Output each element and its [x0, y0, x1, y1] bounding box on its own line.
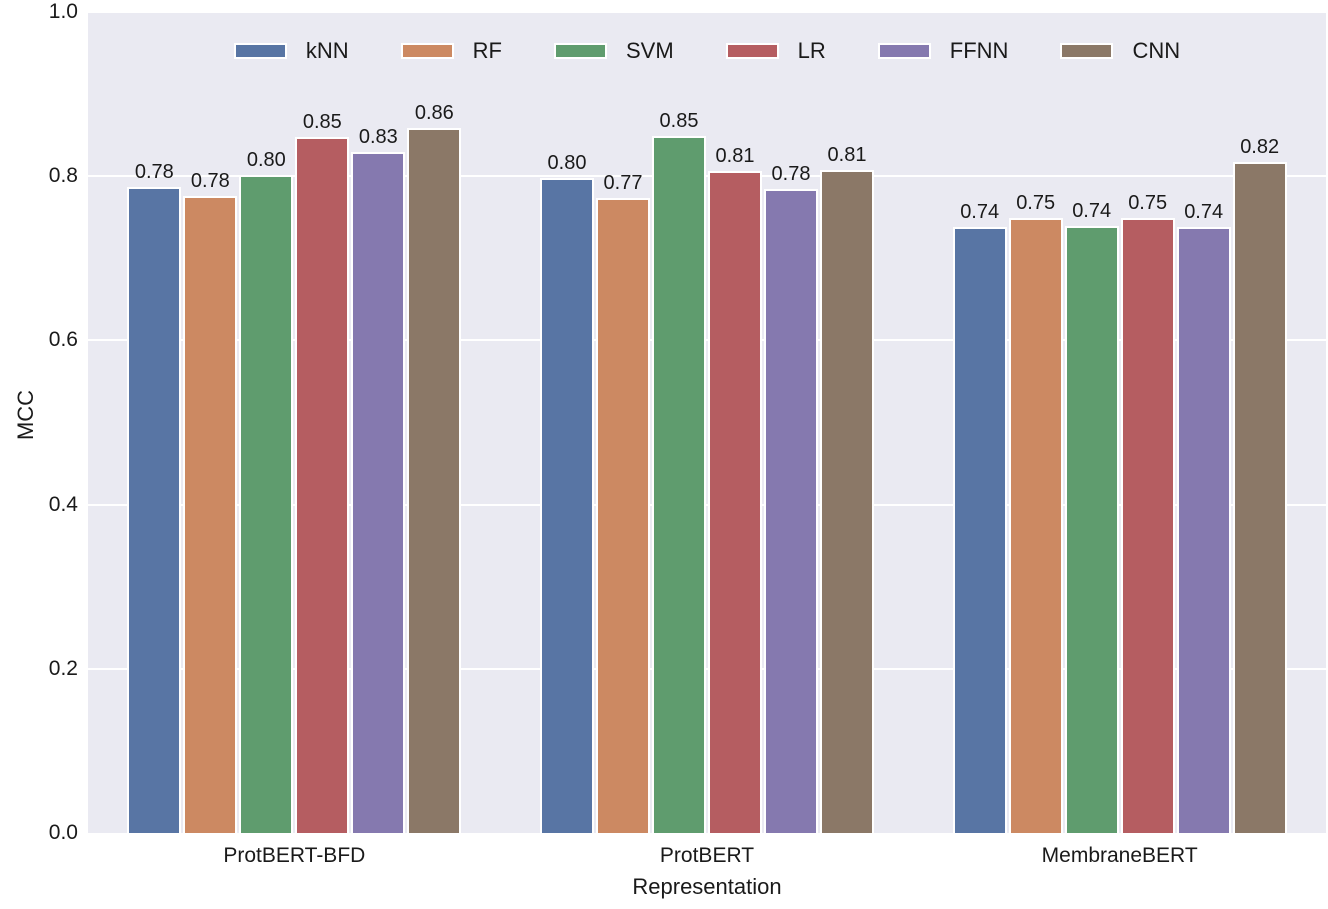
bar-value-label-RF-ProtBERT-BFD: 0.78	[190, 169, 230, 192]
legend-label-RF: RF	[472, 38, 502, 63]
gridline-0.6	[88, 339, 1326, 342]
y-tick-0.0: 0.0	[48, 821, 78, 844]
bar-SVM-MembraneBERT	[1064, 226, 1119, 833]
y-tick-0.6: 0.6	[48, 328, 78, 352]
plot-area: 0.78 0.78 0.80 0.85 0.83 0.86 0.80 0.77 0.85 0.81…	[88, 11, 1326, 833]
bar-value-label-RF-MembraneBERT: 0.75	[1016, 192, 1056, 215]
legend-swatch-SVM	[553, 43, 607, 59]
bar-value-label-SVM-ProtBERT: 0.85	[659, 109, 699, 132]
bar-FFNN-ProtBERT-BFD	[351, 152, 406, 833]
x-tick-ProtBERT-BFD: ProtBERT-BFD	[223, 844, 366, 867]
bar-value-label-SVM-MembraneBERT: 0.74	[1072, 200, 1112, 223]
bar-value-label-kNN-ProtBERT-BFD: 0.78	[134, 160, 174, 183]
x-axis-title: Representation	[632, 874, 782, 899]
legend-label-CNN: CNN	[1132, 38, 1181, 63]
bar-value-label-kNN-MembraneBERT: 0.74	[960, 201, 1000, 224]
y-tick-0.8: 0.8	[48, 164, 78, 188]
legend-label-LR: LR	[797, 38, 826, 63]
bar-RF-ProtBERT-BFD	[183, 195, 238, 833]
bar-SVM-ProtBERT	[652, 135, 706, 833]
bar-FFNN-MembraneBERT	[1176, 227, 1231, 833]
bar-value-label-kNN-ProtBERT: 0.80	[547, 151, 587, 174]
legend-item-SVM: SVM	[553, 38, 674, 64]
bar-LR-ProtBERT-BFD	[295, 136, 350, 833]
bar-value-label-SVM-ProtBERT-BFD: 0.80	[246, 149, 286, 172]
legend-label-kNN: kNN	[305, 38, 349, 63]
bar-value-label-RF-ProtBERT: 0.77	[603, 171, 643, 194]
legend-item-RF: RF	[400, 38, 502, 64]
bar-kNN-ProtBERT	[540, 177, 594, 833]
legend-swatch-CNN	[1060, 43, 1114, 59]
legend-swatch-kNN	[233, 43, 287, 59]
gridline-1	[88, 11, 1326, 13]
legend-label-SVM: SVM	[625, 38, 674, 63]
legend-swatch-FFNN	[877, 43, 931, 59]
legend-label-FFNN: FFNN	[949, 38, 1009, 63]
y-axis-title: MCC	[13, 389, 38, 441]
legend-item-FFNN: FFNN	[877, 38, 1009, 64]
x-tick-ProtBERT: ProtBERT	[659, 844, 755, 867]
bar-RF-MembraneBERT	[1008, 218, 1063, 833]
legend-item-LR: LR	[725, 38, 826, 64]
bar-value-label-FFNN-MembraneBERT: 0.74	[1184, 201, 1224, 224]
y-tick-0.2: 0.2	[48, 656, 78, 680]
bar-value-label-CNN-ProtBERT: 0.81	[827, 144, 867, 167]
bar-CNN-ProtBERT-BFD	[407, 127, 462, 833]
x-tick-MembraneBERT: MembraneBERT	[1041, 844, 1198, 867]
bar-value-label-FFNN-ProtBERT-BFD: 0.83	[358, 126, 398, 149]
gridline-0.4	[88, 503, 1326, 506]
bar-CNN-ProtBERT	[820, 170, 874, 833]
bar-FFNN-ProtBERT	[764, 188, 818, 833]
bar-kNN-ProtBERT-BFD	[127, 186, 182, 833]
bar-kNN-MembraneBERT	[952, 227, 1007, 833]
bar-value-label-CNN-MembraneBERT: 0.82	[1240, 136, 1280, 159]
bar-LR-MembraneBERT	[1120, 218, 1175, 833]
legend-swatch-RF	[400, 43, 454, 59]
bar-SVM-ProtBERT-BFD	[239, 175, 294, 833]
bar-value-label-LR-MembraneBERT: 0.75	[1128, 192, 1168, 215]
legend: kNN RF SVM LR FFNN CNN	[88, 38, 1326, 64]
bar-value-label-LR-ProtBERT: 0.81	[715, 145, 755, 168]
legend-item-kNN: kNN	[233, 38, 349, 64]
gridline-0.2	[88, 667, 1326, 670]
bar-value-label-CNN-ProtBERT-BFD: 0.86	[414, 101, 454, 124]
bar-LR-ProtBERT	[708, 171, 762, 833]
y-tick-0.4: 0.4	[48, 492, 78, 516]
bar-CNN-MembraneBERT	[1232, 162, 1287, 833]
gridline-0.8	[88, 175, 1326, 178]
bar-value-label-LR-ProtBERT-BFD: 0.85	[302, 110, 342, 133]
bar-value-label-FFNN-ProtBERT: 0.78	[771, 162, 811, 185]
legend-item-CNN: CNN	[1060, 38, 1180, 64]
y-tick-1.0: 1.0	[48, 0, 78, 23]
legend-swatch-LR	[725, 43, 779, 59]
bar-RF-ProtBERT	[596, 197, 650, 833]
